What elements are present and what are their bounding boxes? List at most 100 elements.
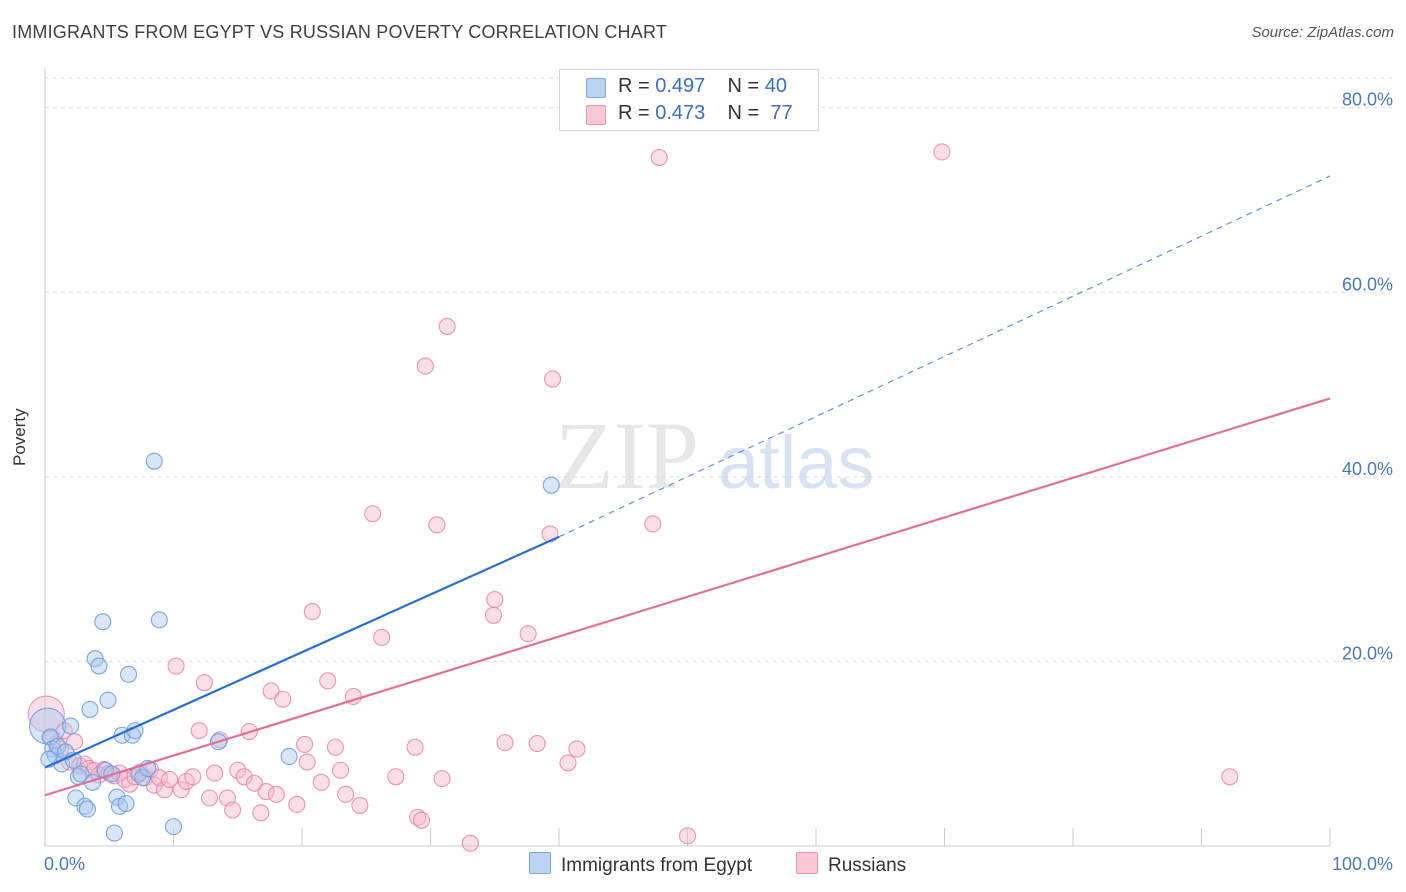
russians-point <box>528 735 546 753</box>
russians-point <box>544 370 562 388</box>
correlation-legend: R = 0.497 N = 40 R = 0.473 N = 77 <box>559 69 819 131</box>
tick-labels: 20.0% 40.0% 60.0% 80.0% 0.0% 100.0% <box>44 90 1393 874</box>
russians-point <box>319 672 337 690</box>
russians-point <box>267 785 285 803</box>
egypt-point <box>117 794 135 813</box>
russians-point <box>559 754 577 772</box>
russians-point <box>519 625 537 643</box>
russians-point <box>262 682 280 700</box>
legend-r-label: R = <box>618 102 650 124</box>
russians-point <box>678 827 697 845</box>
russians-point <box>373 628 391 646</box>
russians-point <box>351 796 369 814</box>
russians-point <box>274 690 292 708</box>
russians-point <box>433 770 451 788</box>
russians-point <box>296 735 314 754</box>
legend-n-value: 77 <box>770 102 793 124</box>
egypt-point <box>72 765 90 783</box>
russians-point <box>1221 768 1239 786</box>
legend-n-label: N = <box>727 75 760 97</box>
russians-point <box>438 317 456 335</box>
russians-point <box>167 657 185 675</box>
axes <box>44 68 1331 847</box>
russians-point <box>484 606 503 624</box>
russians-point <box>387 768 405 786</box>
watermark-atlas: atlas <box>718 421 874 504</box>
russians-point <box>229 761 247 779</box>
egypt-point <box>134 769 152 787</box>
egypt-point <box>81 700 99 718</box>
russians-point <box>184 768 202 786</box>
legend-n-label: N = <box>727 102 760 124</box>
russians-trend-line <box>44 397 1331 797</box>
legend-r-label: R = <box>618 75 650 97</box>
gridlines <box>45 77 1392 662</box>
egypt-point <box>62 717 80 735</box>
russians-point <box>288 795 306 814</box>
egypt-point <box>542 476 560 494</box>
russians-point <box>257 782 275 801</box>
legend-r-value: 0.497 <box>655 75 706 97</box>
bottom-legend-russians[interactable]: Russians <box>796 852 906 877</box>
russians-point <box>245 774 264 792</box>
russians-point <box>331 761 350 779</box>
russians-point <box>27 695 65 733</box>
egypt-trend-line <box>44 535 560 769</box>
egypt-point <box>150 611 168 629</box>
russians-point <box>406 738 424 756</box>
russians-point <box>303 603 321 621</box>
russians-point <box>416 357 434 375</box>
russians-point <box>568 740 586 758</box>
egypt-point <box>78 800 96 818</box>
russians-point <box>337 785 355 803</box>
egypt-point <box>280 747 298 766</box>
russians-point <box>252 804 270 822</box>
legend-swatch-egypt <box>586 78 606 98</box>
russians-point <box>298 753 316 771</box>
legend-r-value: 0.473 <box>655 102 706 124</box>
egypt-point <box>90 657 108 675</box>
egypt-trend-extension <box>558 175 1331 538</box>
bottom-legend-swatch-egypt <box>529 852 551 874</box>
egypt-point <box>105 824 123 842</box>
y-tick-label: 80.0% <box>1342 90 1393 110</box>
russians-points <box>27 143 1239 852</box>
chart-title: IMMIGRANTS FROM EGYPT VS RUSSIAN POVERTY… <box>12 22 668 42</box>
russians-point <box>155 781 174 799</box>
russians-point <box>161 771 179 789</box>
legend-swatch-russians <box>586 105 606 125</box>
bottom-legend-label-egypt: Immigrants from Egypt <box>561 855 753 876</box>
y-tick-label: 60.0% <box>1342 274 1393 294</box>
russians-point <box>412 811 431 829</box>
russians-point <box>496 734 514 752</box>
trend-lines <box>44 175 1331 797</box>
egypt-point <box>164 818 183 836</box>
y-tick-label: 20.0% <box>1342 643 1393 663</box>
x-tick-label: 100.0% <box>1332 854 1393 874</box>
russians-point <box>364 505 382 523</box>
egypt-point <box>29 707 67 745</box>
bottom-legend-label-russians: Russians <box>828 855 907 876</box>
russians-point <box>650 148 668 167</box>
egypt-point <box>119 665 138 683</box>
russians-point <box>428 516 446 534</box>
egypt-point <box>99 691 117 709</box>
russians-point <box>541 525 559 543</box>
watermark: ZIP atlas <box>555 402 874 509</box>
egypt-point <box>94 613 112 631</box>
russians-point <box>933 143 951 161</box>
egypt-point <box>76 797 94 815</box>
y-tick-label: 40.0% <box>1342 459 1393 479</box>
bottom-legend-swatch-russians <box>796 852 818 874</box>
egypt-point <box>145 452 163 470</box>
egypt-points <box>29 452 560 842</box>
russians-point <box>461 834 479 852</box>
russians-point <box>326 738 344 756</box>
bottom-legend-egypt[interactable]: Immigrants from Egypt <box>529 852 752 877</box>
source-credit: Source: ZipAtlas.com <box>1251 24 1394 41</box>
russians-point <box>644 515 662 533</box>
russians-point <box>195 674 213 692</box>
russians-point <box>206 764 224 782</box>
russians-point <box>200 789 219 807</box>
